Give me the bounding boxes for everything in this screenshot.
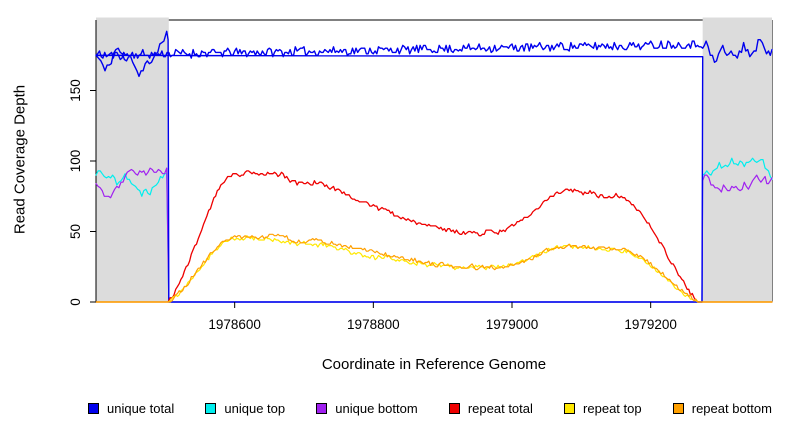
legend-swatch-repeat-top — [564, 402, 576, 414]
legend-item-repeat-bottom: repeat bottom — [672, 400, 772, 416]
chart-legend: unique total unique top unique bottom repea… — [88, 398, 772, 418]
legend-label: repeat total — [467, 400, 533, 416]
legend-swatch-unique-top — [205, 402, 217, 414]
legend-swatch-unique-total — [88, 402, 99, 414]
coverage-chart: 1978600 1978800 1979000 1979200 0 50 100 150 — [68, 17, 773, 332]
x-tick-label: 1978800 — [347, 317, 400, 332]
y-axis-title: Read Coverage Depth — [11, 84, 29, 235]
y-tick-label: 0 — [68, 298, 83, 306]
x-tick-label: 1979200 — [624, 317, 677, 332]
y-tick-label: 100 — [68, 150, 83, 173]
y-tick-label: 150 — [68, 79, 83, 102]
legend-label: unique top — [224, 400, 286, 416]
x-tick-label: 1978600 — [208, 317, 261, 332]
legend-label: unique total — [107, 400, 175, 416]
series-repeat-total — [95, 170, 773, 303]
series-repeat-bottom — [95, 233, 773, 303]
legend-label: repeat top — [583, 400, 642, 416]
legend-item-unique-top: unique top — [205, 401, 285, 416]
series-unique-total — [95, 30, 773, 303]
x-axis-title: Coordinate in Reference Genome — [321, 356, 547, 373]
legend-item-unique-bottom: unique bottom — [316, 400, 418, 416]
legend-swatch-repeat-bottom — [672, 402, 684, 414]
legend-swatch-repeat-total — [448, 402, 460, 414]
legend-label: unique bottom — [335, 400, 418, 416]
legend-item-unique-total: unique total — [88, 401, 174, 416]
legend-swatch-unique-bottom — [316, 402, 328, 414]
legend-item-repeat-top: repeat top — [564, 401, 642, 416]
legend-label: repeat bottom — [691, 400, 772, 416]
y-tick-label: 50 — [68, 224, 83, 239]
legend-item-repeat-total: repeat total — [448, 400, 533, 416]
x-tick-label: 1979000 — [486, 317, 539, 332]
